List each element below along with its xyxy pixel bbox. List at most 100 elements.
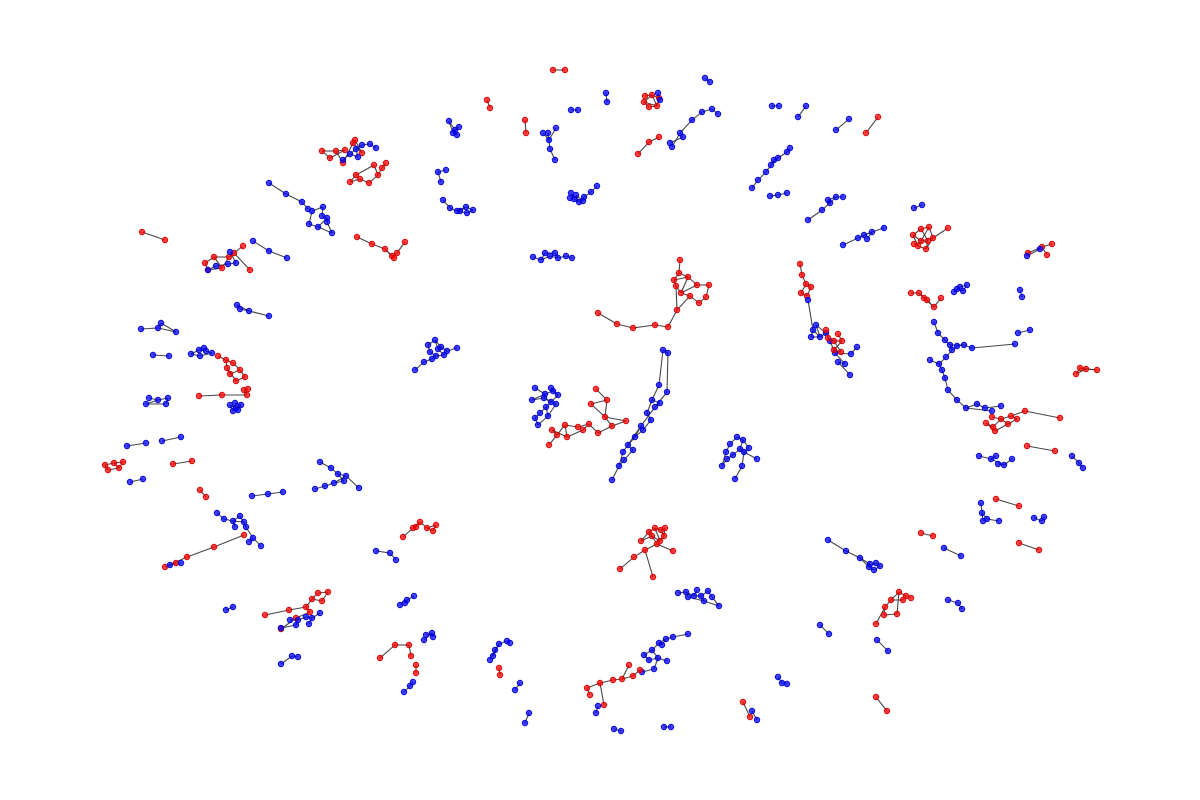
red-node	[412, 661, 420, 669]
blue-node	[283, 254, 291, 262]
blue-node	[434, 168, 442, 176]
red-node	[412, 669, 420, 677]
blue-node	[714, 110, 722, 118]
blue-node	[944, 596, 952, 604]
red-node	[585, 420, 593, 428]
blue-node	[690, 592, 698, 600]
blue-node	[232, 259, 240, 267]
red-node	[997, 415, 1005, 423]
blue-node	[968, 344, 976, 352]
red-node	[613, 320, 621, 328]
red-node	[917, 237, 925, 245]
red-node	[1093, 366, 1101, 374]
blue-node	[648, 646, 656, 654]
red-node	[549, 66, 557, 74]
red-node	[881, 603, 889, 611]
red-node	[563, 433, 571, 441]
blue-node	[541, 249, 549, 257]
red-node	[930, 303, 938, 311]
blue-node	[145, 394, 153, 402]
red-node	[739, 698, 747, 706]
red-node	[218, 264, 226, 272]
blue-node	[992, 452, 1000, 460]
blue-node	[863, 235, 871, 243]
blue-node	[944, 386, 952, 394]
red-node	[675, 269, 683, 277]
blue-node	[439, 196, 447, 204]
blue-node	[298, 198, 306, 206]
red-node	[944, 224, 952, 232]
blue-node	[684, 630, 692, 638]
blue-node	[684, 593, 692, 601]
blue-node	[715, 602, 723, 610]
red-node	[583, 684, 591, 692]
red-node	[241, 373, 249, 381]
blue-node	[941, 336, 949, 344]
blue-node	[807, 333, 815, 341]
blue-node	[723, 455, 731, 463]
blue-node	[574, 106, 582, 114]
blue-node	[934, 329, 942, 337]
blue-node	[804, 216, 812, 224]
red-node	[830, 337, 838, 345]
blue-node	[766, 192, 774, 200]
blue-node	[212, 262, 220, 270]
red-node	[353, 233, 361, 241]
red-node	[883, 707, 891, 715]
red-node	[677, 289, 685, 297]
blue-node	[818, 206, 826, 214]
red-node	[925, 223, 933, 231]
blue-node	[302, 613, 310, 621]
blue-node	[872, 559, 880, 567]
red-node	[802, 280, 810, 288]
blue-node	[442, 166, 450, 174]
blue-node	[825, 630, 833, 638]
graph-edge	[644, 549, 654, 578]
red-node	[1076, 364, 1084, 372]
blue-node	[731, 475, 739, 483]
blue-node	[740, 448, 748, 456]
blue-node	[651, 403, 659, 411]
red-node	[308, 595, 316, 603]
blue-node	[775, 102, 783, 110]
red-node	[1004, 420, 1012, 428]
red-node	[229, 359, 237, 367]
blue-node	[248, 492, 256, 500]
red-node	[548, 426, 556, 434]
blue-node	[226, 248, 234, 256]
blue-node	[824, 196, 832, 204]
blue-node	[659, 346, 667, 354]
blue-node	[162, 400, 170, 408]
blue-node	[554, 391, 562, 399]
graph-edge	[1026, 445, 1056, 452]
blue-node	[165, 352, 173, 360]
blue-node	[279, 488, 287, 496]
red-node	[880, 611, 888, 619]
blue-node	[453, 344, 461, 352]
blue-node	[1079, 464, 1087, 472]
blue-node	[1011, 340, 1019, 348]
blue-node	[386, 549, 394, 557]
blue-node	[832, 193, 840, 201]
red-node	[634, 150, 642, 158]
graph-edge	[995, 498, 1020, 507]
red-node	[594, 309, 602, 317]
red-node	[324, 588, 332, 596]
blue-node	[463, 209, 471, 217]
blue-node	[603, 98, 611, 106]
red-node	[522, 129, 530, 137]
blue-node	[545, 136, 553, 144]
red-node	[874, 113, 882, 121]
red-node	[982, 419, 990, 427]
blue-node	[139, 475, 147, 483]
graph-edge	[264, 609, 290, 616]
blue-node	[172, 328, 180, 336]
red-node	[746, 713, 754, 721]
blue-node	[323, 218, 331, 226]
blue-node	[783, 680, 791, 688]
red-node	[346, 178, 354, 186]
blue-node	[567, 106, 575, 114]
blue-node	[546, 145, 554, 153]
red-node	[907, 289, 915, 297]
blue-node	[547, 384, 555, 392]
